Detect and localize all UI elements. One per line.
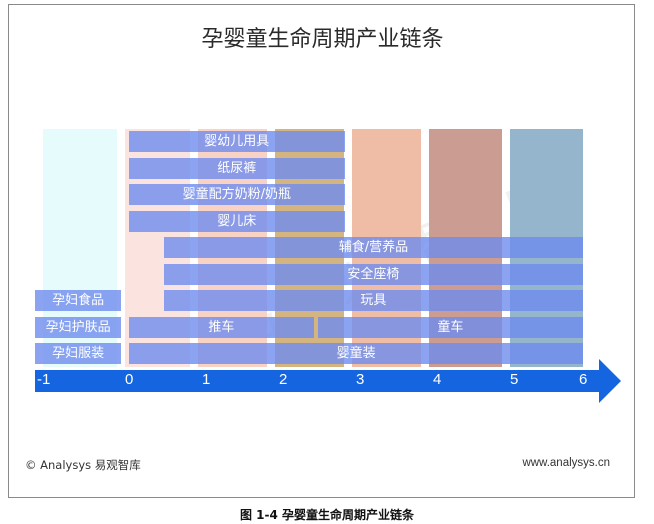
axis-tick-label: 1 (202, 371, 211, 388)
industry-bar: 孕妇护肤品 (35, 316, 122, 338)
axis-tick-label: 0 (125, 371, 134, 388)
industry-bar: 玩具 (163, 290, 584, 311)
axis-tick-label: 2 (279, 371, 288, 388)
footer-url: www.analysys.cn (522, 457, 610, 469)
industry-bar: 纸尿裤 (129, 157, 345, 179)
timeline-axis (35, 359, 621, 403)
industry-bar: 孕妇服装 (35, 343, 122, 364)
industry-bar: 孕妇食品 (35, 290, 122, 311)
axis-tick-label: 5 (510, 371, 519, 388)
industry-bar: 童车 (317, 316, 584, 338)
industry-bar: 婴童装 (129, 343, 584, 364)
diagram-frame: 孕婴童生命周期产业链条 易 观 智 库 婴幼儿用具纸尿裤婴童配方奶粉/奶瓶婴儿床… (8, 4, 635, 498)
industry-bar: 辅食/营养品 (163, 237, 584, 258)
axis-tick-label: -1 (37, 371, 51, 388)
diagram-title: 孕婴童生命周期产业链条 (201, 27, 444, 52)
industry-bar: 婴幼儿用具 (129, 131, 345, 152)
axis-tick-label: 4 (433, 371, 442, 388)
industry-bar: 推车 (129, 316, 314, 338)
axis-tick-label: 6 (579, 371, 588, 388)
industry-bar: 婴儿床 (129, 210, 345, 232)
axis-arrow (35, 359, 621, 403)
figure-caption: 图 1-4 孕婴童生命周期产业链条 (239, 508, 415, 522)
industry-bar: 安全座椅 (163, 263, 584, 285)
footer-copyright: © Analysys 易观智库 (25, 458, 141, 472)
axis-tick-label: 3 (356, 371, 365, 388)
industry-bar: 婴童配方奶粉/奶瓶 (129, 184, 345, 205)
